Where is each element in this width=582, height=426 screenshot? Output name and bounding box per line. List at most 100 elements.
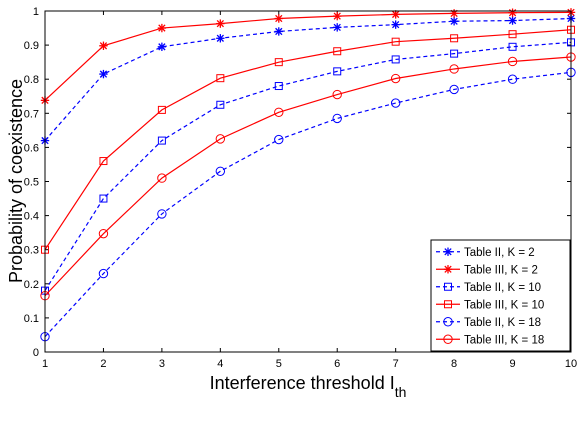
- legend: Table II, K = 2 Table III, K = 2 Table II,…: [430, 239, 571, 352]
- data-point: [508, 16, 517, 25]
- x-tick-label: 1: [42, 358, 48, 370]
- x-tick-label: 2: [100, 358, 106, 370]
- data-point: [332, 113, 342, 124]
- legend-label: Table III, K = 2: [464, 264, 538, 276]
- x-tick-label: 7: [393, 358, 399, 370]
- y-axis-title: Probability of coexistence: [6, 79, 26, 283]
- series-line: [44, 71, 572, 338]
- legend-label: Table III, K = 18: [464, 334, 544, 346]
- data-point: [216, 19, 225, 28]
- series-4: [41, 25, 575, 254]
- legend-marker: [443, 317, 453, 327]
- data-point: [99, 69, 108, 79]
- y-tick-label: 0.3: [24, 245, 39, 257]
- data-point: [508, 8, 517, 17]
- data-point: [450, 49, 459, 58]
- legend-label: Table III, K = 10: [464, 299, 544, 311]
- legend-entry: Table II, K = 2: [436, 247, 535, 259]
- series-line: [44, 29, 572, 251]
- data-point: [391, 10, 400, 19]
- x-axis-title: Interference threshold Ith: [210, 373, 407, 400]
- y-tick-label: 0.8: [24, 74, 39, 86]
- data-point: [274, 107, 284, 117]
- legend-marker: [443, 247, 453, 256]
- data-point: [332, 89, 342, 100]
- data-point: [391, 20, 400, 29]
- data-point: [157, 136, 166, 145]
- data-point: [99, 157, 108, 166]
- data-point: [449, 64, 459, 74]
- data-point: [274, 82, 283, 91]
- data-point: [274, 134, 284, 145]
- data-point: [215, 134, 226, 144]
- data-point: [157, 105, 166, 114]
- data-point: [449, 84, 459, 95]
- data-point: [507, 74, 518, 84]
- legend-marker: [444, 300, 452, 309]
- data-point: [216, 100, 225, 109]
- data-point: [390, 73, 401, 84]
- legend-entry: Table II, K = 10: [436, 282, 541, 294]
- legend-marker: [443, 265, 453, 274]
- series-line: [44, 56, 572, 297]
- x-tick-label: 6: [334, 358, 340, 370]
- data-point: [216, 74, 225, 83]
- legend-marker: [444, 282, 452, 291]
- series-line: [44, 41, 572, 291]
- legend-marker: [443, 334, 453, 344]
- data-point: [508, 42, 517, 51]
- x-tick-label: 10: [565, 358, 577, 370]
- data-point: [333, 11, 342, 21]
- data-point: [216, 34, 225, 43]
- legend-box: [430, 239, 571, 352]
- legend-label: Table II, K = 18: [464, 317, 541, 329]
- data-point: [215, 166, 226, 176]
- x-tick-label: 8: [451, 358, 457, 370]
- data-point: [99, 41, 108, 50]
- data-point: [391, 55, 400, 64]
- legend-label: Table II, K = 10: [464, 282, 541, 294]
- y-tick-label: 0.1: [24, 313, 39, 325]
- plot-frame: [44, 10, 572, 353]
- legend-entry: Table III, K = 18: [436, 334, 544, 346]
- y-tick-label: 0.4: [24, 211, 39, 223]
- legend-entry: Table III, K = 10: [436, 299, 544, 311]
- data-point: [157, 23, 167, 33]
- data-point: [508, 30, 517, 39]
- series-6: [40, 52, 576, 301]
- y-tick-label: 0: [33, 347, 39, 359]
- data-point: [274, 27, 283, 36]
- series-line: [44, 11, 572, 101]
- data-point: [449, 9, 459, 18]
- data-point: [333, 47, 342, 56]
- series-line: [44, 17, 572, 141]
- data-point: [507, 56, 518, 67]
- y-tick-label: 1: [33, 6, 39, 18]
- data-point: [333, 67, 342, 76]
- x-tick-label: 9: [509, 358, 515, 370]
- x-axis-title-subscript: th: [395, 384, 407, 400]
- data-point: [449, 17, 459, 26]
- y-tick-label: 0.6: [24, 142, 39, 154]
- y-tick-label: 0.7: [24, 108, 39, 120]
- data-point: [157, 209, 167, 219]
- y-tick-label: 0.2: [24, 279, 39, 291]
- data-point: [450, 34, 459, 43]
- data-point: [274, 58, 283, 67]
- y-tick-label: 0.5: [24, 177, 39, 189]
- data-point: [274, 14, 283, 23]
- x-tick-label: 4: [217, 358, 223, 370]
- y-tick-label: 0.9: [24, 40, 39, 52]
- data-point: [157, 173, 167, 183]
- data-point: [391, 37, 400, 46]
- data-point: [157, 42, 167, 52]
- legend-label: Table II, K = 2: [464, 247, 535, 259]
- data-point: [390, 98, 401, 108]
- data-point: [98, 228, 109, 239]
- data-point: [99, 194, 108, 203]
- x-axis-title-main: Interference threshold I: [210, 373, 395, 393]
- data-point: [98, 268, 109, 279]
- x-tick-label: 3: [159, 358, 165, 370]
- legend-entry: Table III, K = 2: [436, 264, 538, 276]
